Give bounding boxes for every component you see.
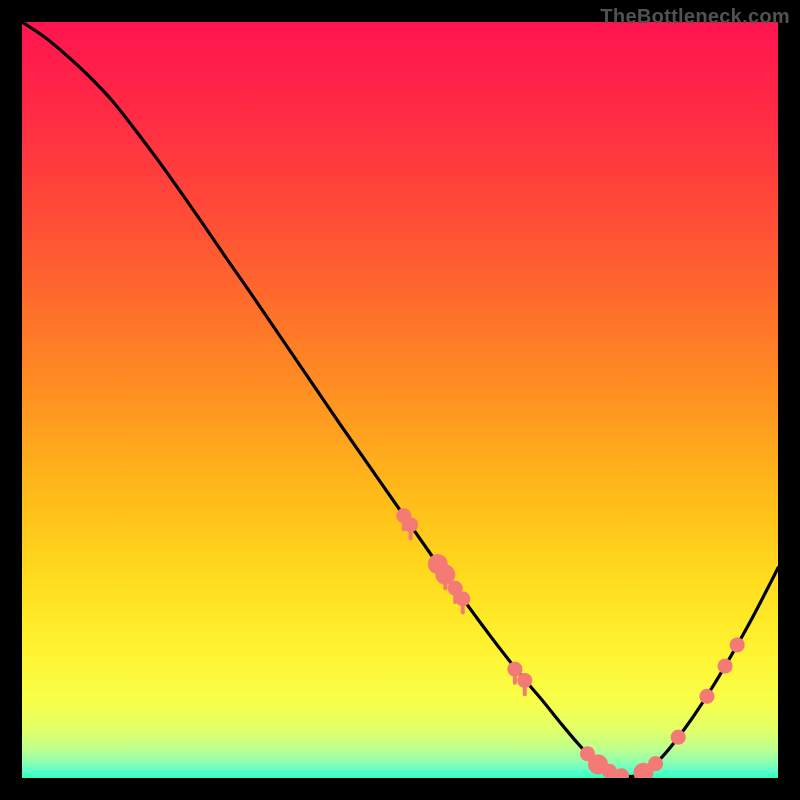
bottleneck-curve-chart: [0, 0, 800, 800]
data-marker: [648, 756, 663, 771]
data-marker: [455, 591, 470, 606]
data-marker: [517, 673, 532, 688]
data-marker: [507, 662, 522, 677]
data-marker: [699, 689, 714, 704]
chart-stage: TheBottleneck.com: [0, 0, 800, 800]
data-marker: [718, 659, 733, 674]
gradient-background: [22, 22, 778, 778]
data-marker: [671, 730, 686, 745]
data-marker: [403, 517, 418, 532]
data-marker: [730, 637, 745, 652]
